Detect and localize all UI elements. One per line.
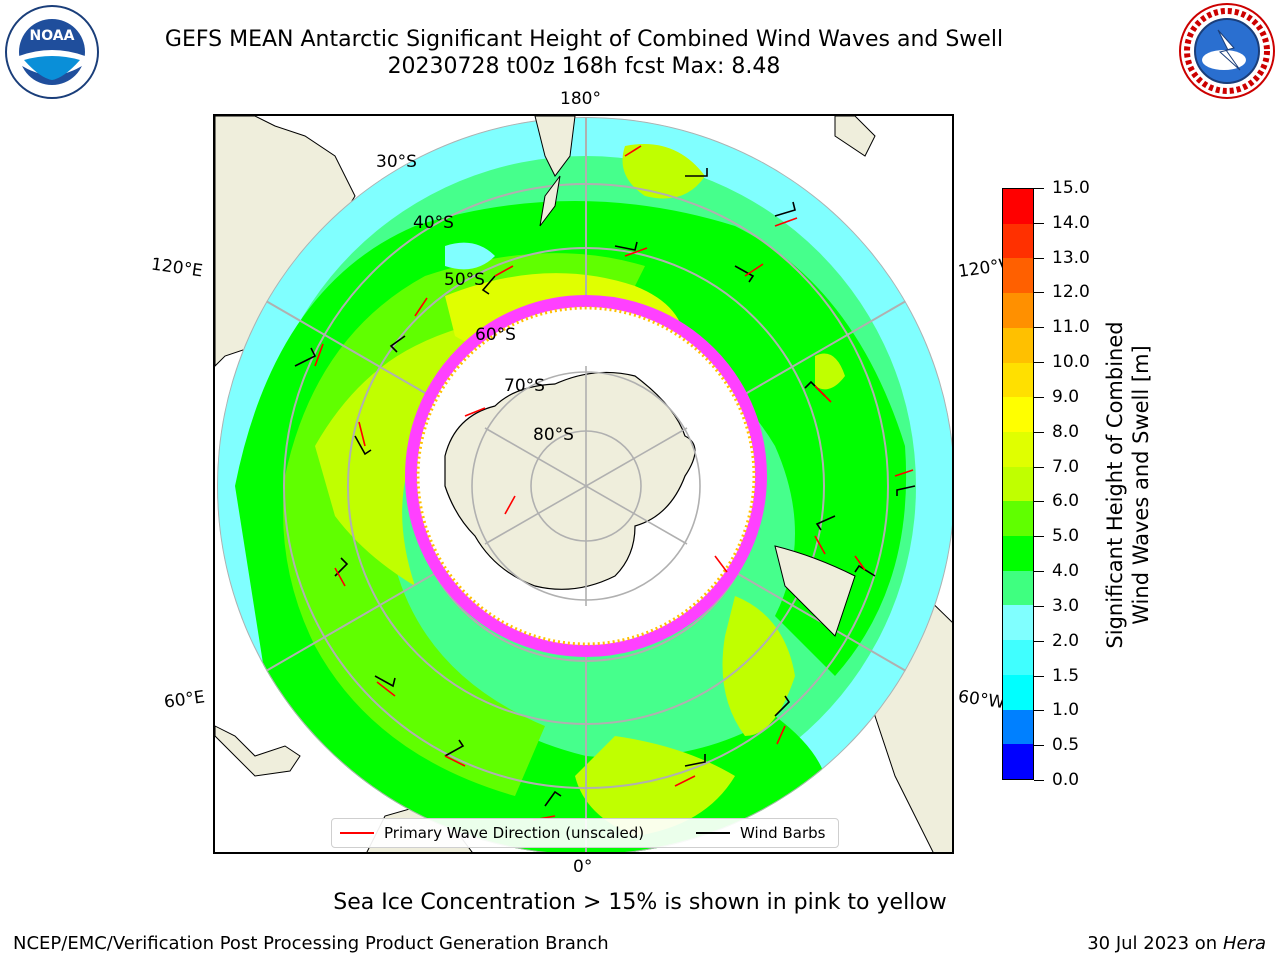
colorbar-tick-label: 5.0	[1052, 526, 1080, 547]
colorbar-segment	[1003, 397, 1033, 432]
colorbar-segment	[1003, 466, 1033, 502]
polar-map	[215, 116, 952, 852]
colorbar-tick	[1034, 780, 1044, 781]
colorbar-segment	[1003, 293, 1033, 328]
colorbar-tick-label: 7.0	[1052, 456, 1080, 477]
lon-label-60w: 60°W	[956, 686, 1007, 714]
colorbar-tick	[1034, 396, 1044, 398]
legend-wind-barbs: Wind Barbs	[696, 824, 825, 842]
colorbar-segment	[1003, 640, 1033, 675]
colorbar-title: Significant Height of Combined Wind Wave…	[1102, 321, 1154, 648]
lon-label-120e: 120°E	[149, 254, 204, 282]
colorbar-segment	[1003, 674, 1033, 710]
colorbar-segment	[1003, 258, 1033, 294]
lon-label-180: 180°	[560, 89, 601, 109]
footer-date-text: 30 Jul 2023 on	[1087, 933, 1223, 954]
map-panel	[213, 114, 954, 854]
colorbar-tick	[1034, 222, 1044, 224]
lat-label-60s: 60°S	[475, 325, 516, 345]
chart-subtitle: 20230728 t00z 168h fcst Max: 8.48	[387, 54, 781, 79]
colorbar-tick-label: 12.0	[1052, 282, 1090, 303]
colorbar-segment	[1003, 709, 1033, 745]
antarctica	[444, 371, 696, 590]
colorbar	[1002, 188, 1034, 780]
colorbar-tick	[1034, 466, 1044, 468]
lat-label-30s: 30°S	[376, 152, 417, 172]
colorbar-title-line1: Significant Height of Combined	[1103, 321, 1127, 649]
lon-label-60e: 60°E	[162, 687, 207, 713]
footer-host: Hera	[1222, 933, 1266, 954]
colorbar-tick	[1034, 745, 1044, 747]
map-legend: Primary Wave Direction (unscaled) Wind B…	[331, 818, 839, 848]
colorbar-tick-label: 6.0	[1052, 491, 1080, 512]
colorbar-tick	[1034, 292, 1044, 294]
colorbar-tick-label: 4.0	[1052, 561, 1080, 582]
colorbar-segment	[1003, 362, 1033, 398]
legend-wave-label: Primary Wave Direction (unscaled)	[384, 824, 645, 842]
colorbar-tick	[1034, 536, 1044, 538]
colorbar-segment	[1003, 536, 1033, 571]
noaa-logo: NOAA	[5, 5, 99, 99]
colorbar-title-line2: Wind Waves and Swell [m]	[1129, 345, 1153, 625]
colorbar-segment	[1003, 605, 1033, 641]
colorbar-segment	[1003, 431, 1033, 467]
sea-ice-note: Sea Ice Concentration > 15% is shown in …	[333, 890, 947, 915]
colorbar-tick-label: 14.0	[1052, 212, 1090, 233]
colorbar-tick	[1034, 501, 1044, 503]
colorbar-tick	[1034, 362, 1044, 364]
colorbar-tick-label: 13.0	[1052, 247, 1090, 268]
colorbar-segment	[1003, 223, 1033, 259]
colorbar-tick-label: 8.0	[1052, 421, 1080, 442]
lat-label-80s: 80°S	[533, 425, 574, 445]
colorbar-segment	[1003, 501, 1033, 537]
colorbar-tick	[1034, 640, 1044, 642]
colorbar-tick	[1034, 327, 1044, 329]
footer-date: 30 Jul 2023 on Hera	[1087, 933, 1266, 954]
colorbar-tick	[1034, 605, 1044, 607]
colorbar-segment	[1003, 744, 1033, 779]
legend-wave-direction: Primary Wave Direction (unscaled)	[340, 824, 644, 842]
colorbar-tick-label: 9.0	[1052, 386, 1080, 407]
colorbar-tick-label: 1.5	[1052, 665, 1080, 686]
colorbar-segment	[1003, 189, 1033, 224]
nws-logo	[1179, 3, 1275, 99]
footer-credit: NCEP/EMC/Verification Post Processing Pr…	[13, 933, 609, 954]
colorbar-tick-label: 2.0	[1052, 630, 1080, 651]
legend-barbs-label: Wind Barbs	[740, 824, 826, 842]
colorbar-tick-label: 15.0	[1052, 178, 1090, 198]
lat-label-50s: 50°S	[444, 270, 485, 290]
chart-title: GEFS MEAN Antarctic Significant Height o…	[164, 27, 1004, 52]
wave-wind-overlay	[294, 145, 916, 821]
colorbar-tick-label: 3.0	[1052, 595, 1080, 616]
lon-label-0: 0°	[573, 857, 593, 877]
colorbar-tick	[1034, 675, 1044, 677]
colorbar-tick-label: 10.0	[1052, 352, 1090, 373]
colorbar-segments	[1003, 189, 1033, 779]
colorbar-segment	[1003, 327, 1033, 363]
colorbar-tick-label: 11.0	[1052, 317, 1090, 338]
colorbar-tick	[1034, 571, 1044, 573]
colorbar-tick	[1034, 257, 1044, 259]
colorbar-tick-label: 0.0	[1052, 770, 1080, 790]
legend-black-line	[696, 832, 730, 834]
svg-text:NOAA: NOAA	[30, 28, 75, 44]
colorbar-segment	[1003, 570, 1033, 606]
colorbar-tick	[1034, 710, 1044, 712]
lat-label-40s: 40°S	[413, 213, 454, 233]
colorbar-tick	[1034, 188, 1044, 189]
legend-red-line	[340, 832, 374, 834]
colorbar-tick	[1034, 431, 1044, 433]
colorbar-tick-label: 0.5	[1052, 735, 1080, 756]
lat-label-70s: 70°S	[504, 376, 545, 396]
colorbar-tick-label: 1.0	[1052, 700, 1080, 721]
